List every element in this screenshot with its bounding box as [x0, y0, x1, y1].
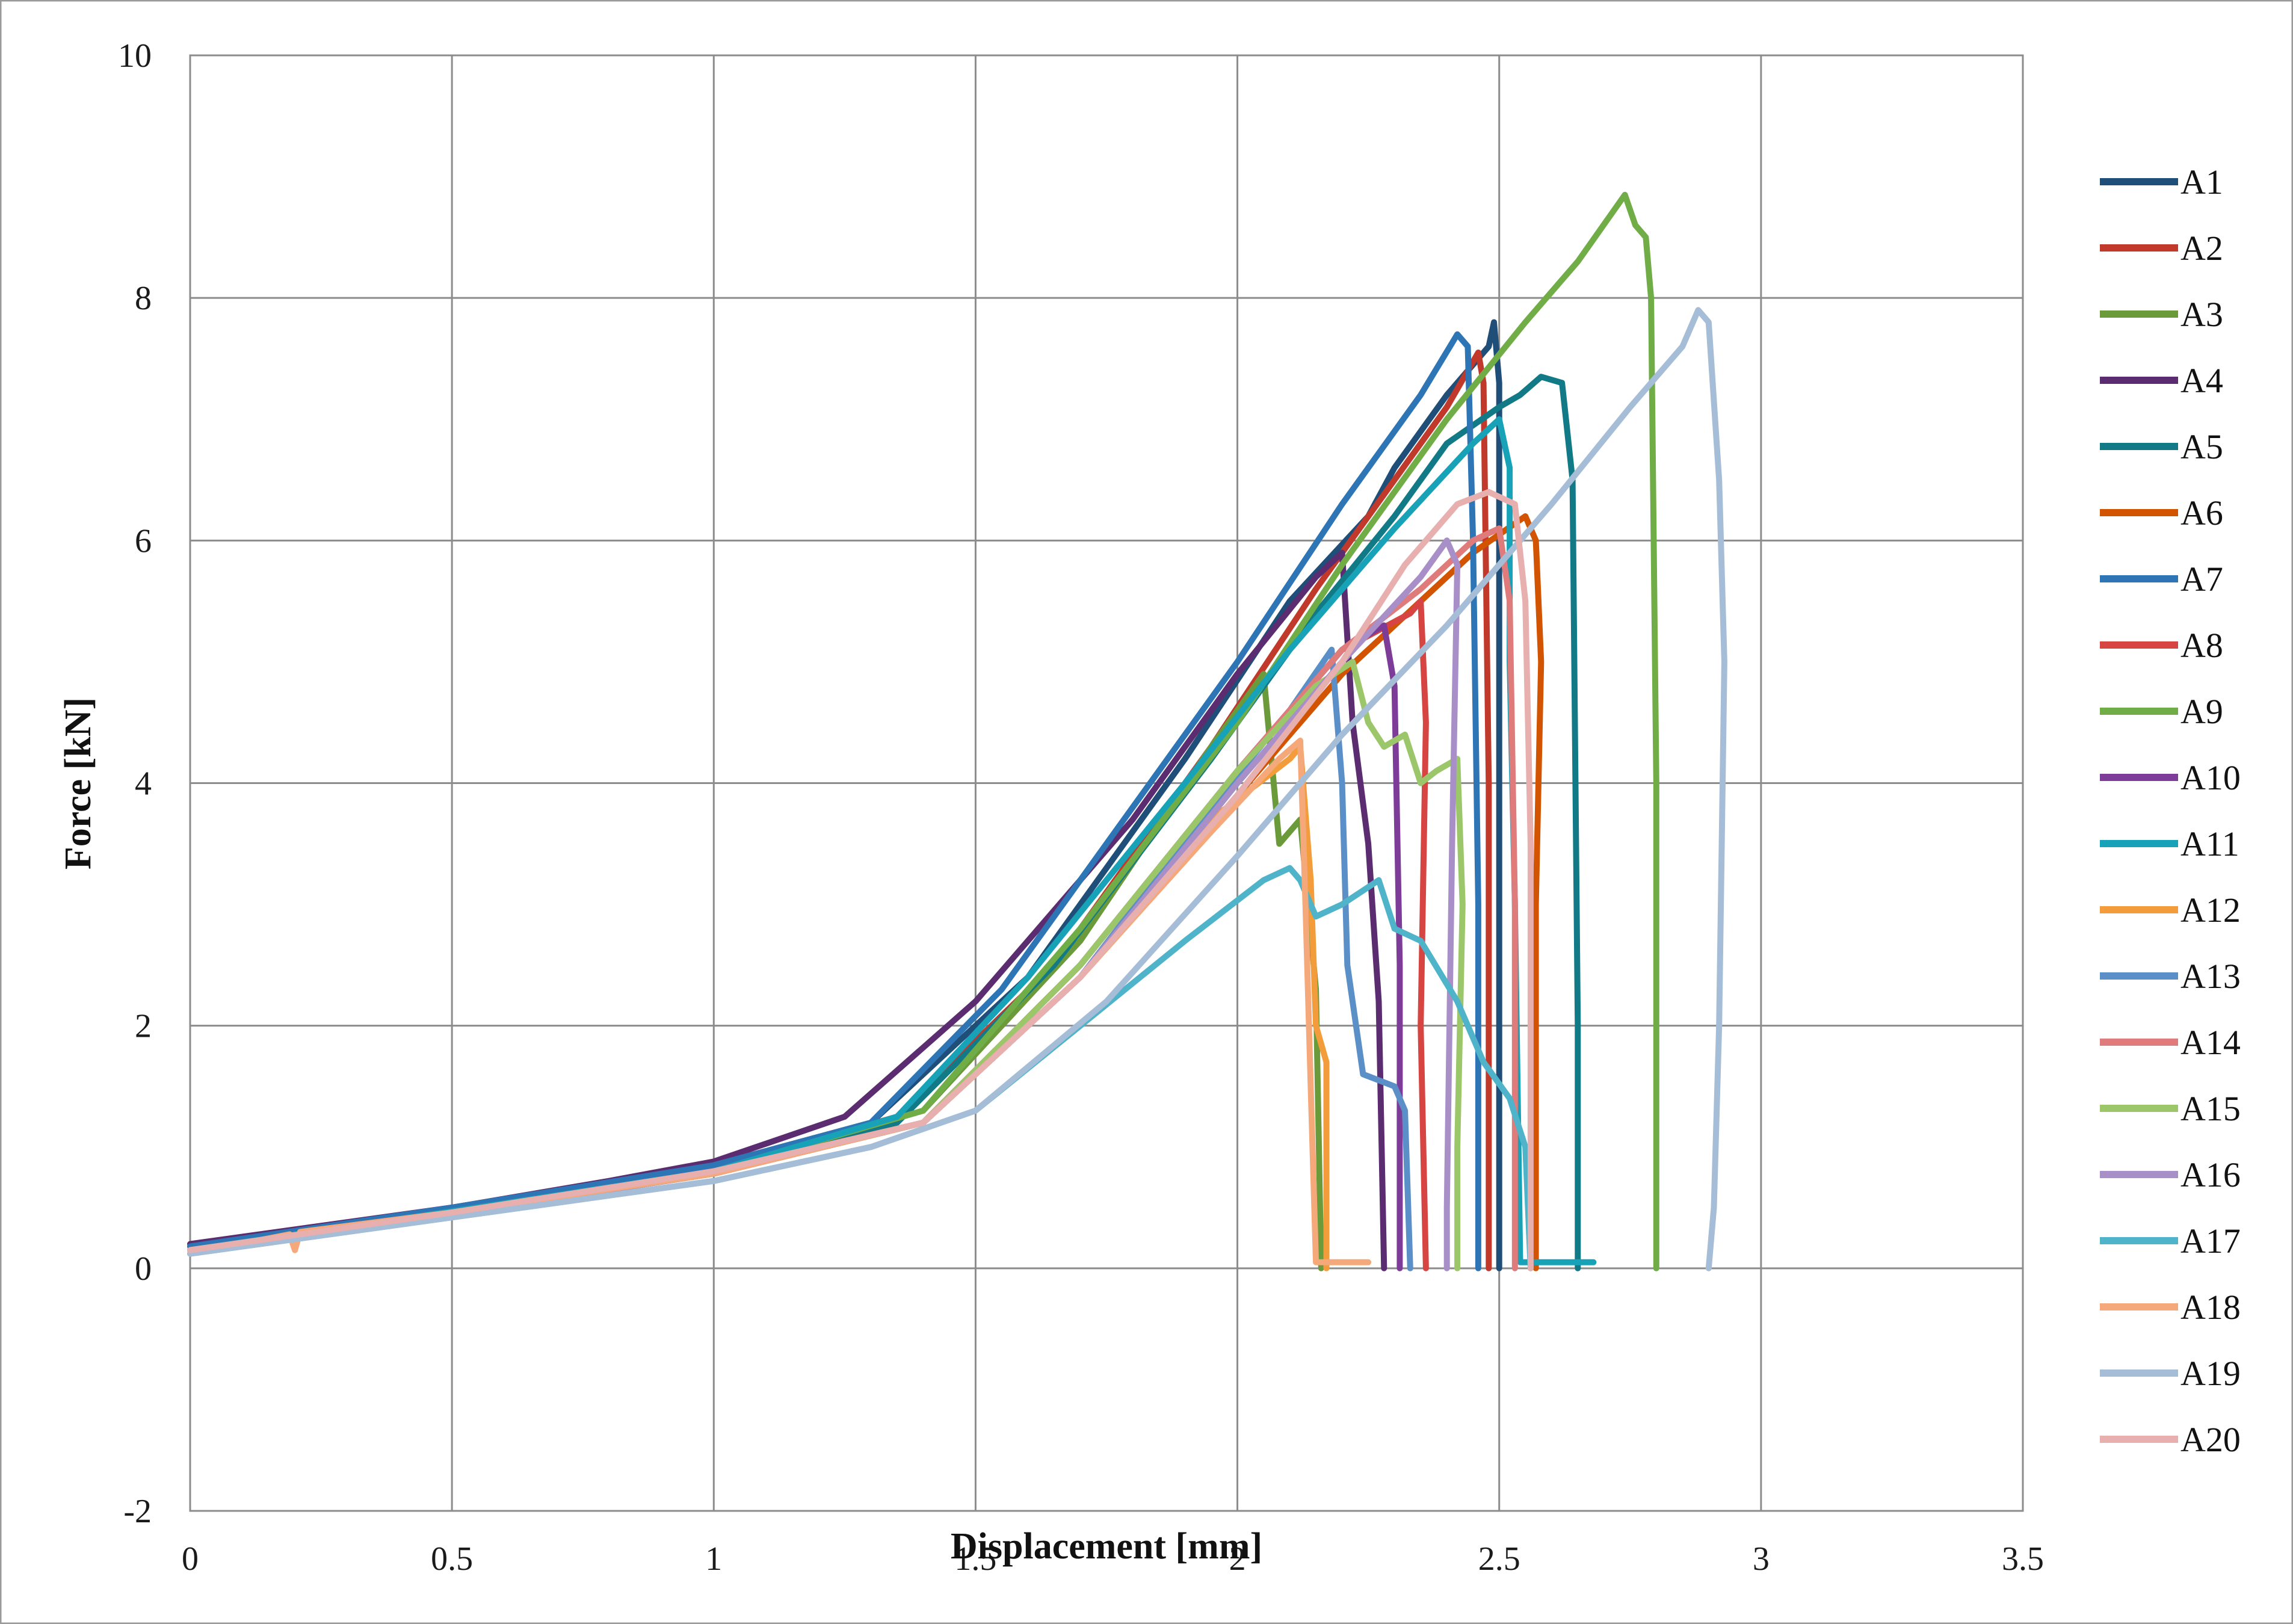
legend-item: A17	[2100, 1221, 2241, 1261]
legend-item: A5	[2100, 427, 2223, 466]
legend-item: A12	[2100, 891, 2241, 930]
legend-label: A4	[2180, 361, 2223, 400]
x-tick-label: 1.5	[954, 1540, 996, 1578]
legend-label: A19	[2180, 1354, 2241, 1393]
legend-label: A12	[2180, 891, 2241, 930]
legend-item: A15	[2100, 1089, 2241, 1128]
x-tick-label: 3.5	[2002, 1540, 2044, 1578]
x-tick-label: 1	[705, 1540, 722, 1578]
legend-item: A8	[2100, 626, 2223, 665]
legend-label: A20	[2180, 1420, 2241, 1459]
legend-label: A10	[2180, 758, 2241, 797]
legend-item: A9	[2100, 692, 2223, 731]
tick-labels: 0 0.5 1 1.5 2 2.5 3 3.5 -2 0 2 4 6 8 10	[118, 37, 2044, 1578]
legend-label: A6	[2180, 493, 2223, 533]
series-line-a19	[187, 307, 1727, 1271]
legend-item: A1	[2100, 162, 2223, 202]
legend-label: A13	[2180, 957, 2241, 996]
legend-item: A20	[2100, 1420, 2241, 1459]
legend-label: A14	[2180, 1023, 2241, 1062]
legend-item: A19	[2100, 1354, 2241, 1393]
legend-label: A11	[2180, 824, 2239, 863]
legend-label: A18	[2180, 1288, 2241, 1327]
series-line-a7	[187, 331, 1481, 1271]
x-tick-label: 2.5	[1478, 1540, 1520, 1578]
legend-label: A5	[2180, 427, 2223, 466]
legend-item: A4	[2100, 361, 2223, 400]
x-axis-title: Displacement [mm]	[951, 1526, 1262, 1567]
plot-area-frame	[189, 54, 2024, 1512]
legend-item: A13	[2100, 957, 2241, 996]
y-tick-label: 6	[135, 522, 152, 560]
legend-item: A6	[2100, 493, 2223, 533]
y-tick-label: 4	[135, 765, 152, 803]
legend-label: A2	[2180, 229, 2223, 268]
legend-item: A10	[2100, 758, 2241, 797]
legend-item: A14	[2100, 1023, 2241, 1062]
legend-item: A7	[2100, 560, 2223, 599]
y-axis-title: Force [kN]	[58, 697, 99, 869]
y-tick-label: 0	[135, 1250, 152, 1288]
data-series	[187, 191, 1727, 1271]
y-tick-label: -2	[123, 1493, 152, 1530]
x-tick-label: 0.5	[431, 1540, 473, 1578]
legend-label: A15	[2180, 1089, 2241, 1128]
series-line-a20	[187, 489, 1534, 1271]
legend: A1 A2 A3 A4 A5 A6 A7 A8 A9 A10 A11 A12 A13 A14 A15 A16 A…	[2100, 162, 2241, 1459]
x-tick-label: 0	[182, 1540, 199, 1578]
y-tick-label: 2	[135, 1008, 152, 1045]
legend-label: A17	[2180, 1221, 2241, 1261]
x-tick-label: 3	[1753, 1540, 1770, 1578]
y-tick-label: 10	[118, 37, 152, 75]
legend-label: A16	[2180, 1155, 2241, 1194]
x-tick-label: 2	[1229, 1540, 1246, 1578]
legend-label: A9	[2180, 692, 2223, 731]
legend-item: A18	[2100, 1288, 2241, 1327]
legend-item: A2	[2100, 229, 2223, 268]
legend-item: A3	[2100, 295, 2223, 334]
y-tick-label: 8	[135, 280, 152, 317]
legend-label: A1	[2180, 162, 2223, 202]
legend-label: A3	[2180, 295, 2223, 334]
legend-item: A11	[2100, 824, 2239, 863]
legend-label: A7	[2180, 560, 2223, 599]
legend-item: A16	[2100, 1155, 2241, 1194]
legend-label: A8	[2180, 626, 2223, 665]
